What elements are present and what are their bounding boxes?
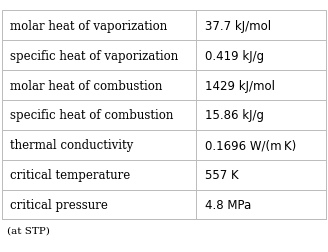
Bar — [2, 11, 326, 219]
Text: molar heat of combustion: molar heat of combustion — [10, 79, 162, 92]
Text: 15.86 kJ/g: 15.86 kJ/g — [205, 109, 264, 122]
Text: molar heat of vaporization: molar heat of vaporization — [10, 20, 167, 33]
Text: 0.1696 W/(m K): 0.1696 W/(m K) — [205, 139, 296, 152]
Text: 37.7 kJ/mol: 37.7 kJ/mol — [205, 20, 271, 33]
Text: 1429 kJ/mol: 1429 kJ/mol — [205, 79, 275, 92]
Text: 4.8 MPa: 4.8 MPa — [205, 198, 251, 211]
Text: thermal conductivity: thermal conductivity — [10, 139, 133, 152]
Text: specific heat of combustion: specific heat of combustion — [10, 109, 173, 122]
Text: 557 K: 557 K — [205, 168, 238, 181]
Text: critical temperature: critical temperature — [10, 168, 130, 181]
Text: (at STP): (at STP) — [7, 226, 50, 235]
Text: 0.419 kJ/g: 0.419 kJ/g — [205, 49, 264, 62]
Text: specific heat of vaporization: specific heat of vaporization — [10, 49, 178, 62]
Text: critical pressure: critical pressure — [10, 198, 108, 211]
